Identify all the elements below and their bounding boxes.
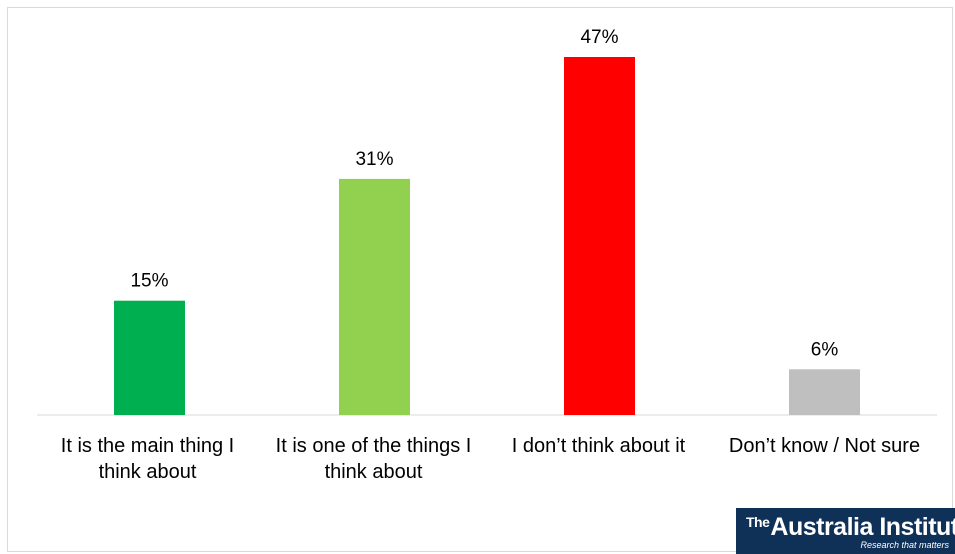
chart-frame <box>7 7 953 552</box>
category-label-dont-know: Don’t know / Not sure <box>728 435 921 457</box>
category-label-one-of-things: It is one of the things I think about <box>275 435 472 483</box>
logo-wordmark: TheAustralia Institute <box>746 513 955 542</box>
data-label-dont-know: 6% <box>811 339 839 360</box>
data-label-dont-think: 47% <box>580 27 618 48</box>
data-label-one-of-things: 31% <box>355 149 393 170</box>
australia-institute-logo: TheAustralia Institute Research that mat… <box>736 508 955 554</box>
logo-name: Australia Institute <box>770 513 955 541</box>
bar-dont-think <box>564 57 635 415</box>
bar-one-of-things <box>339 178 410 415</box>
bar-dont-know <box>789 369 860 415</box>
data-labels-group: 15% 31% 47% 6% <box>130 27 838 360</box>
logo-the: The <box>746 514 770 530</box>
bar-main-thing <box>114 300 185 415</box>
category-label-dont-think: I don’t think about it <box>511 435 686 457</box>
data-label-main-thing: 15% <box>130 271 168 292</box>
logo-tagline: Research that matters <box>860 540 949 550</box>
bars-group <box>114 57 860 415</box>
category-label-main-thing: It is the main thing I think about <box>60 435 235 483</box>
